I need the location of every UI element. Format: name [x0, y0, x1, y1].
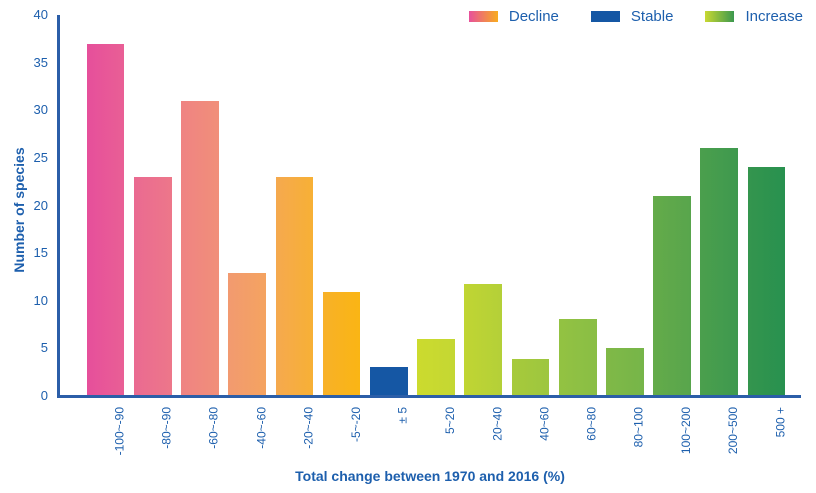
x-tick-column: 100~200 [648, 402, 695, 466]
y-tick-label: 10 [33, 292, 48, 308]
bar-increase-100~200 [653, 195, 691, 395]
y-tick-label: 25 [33, 149, 48, 165]
y-tick-label: 20 [33, 197, 48, 213]
bar-decline--5~-20 [322, 292, 361, 395]
x-tick-label: 60~80 [584, 407, 599, 441]
x-tick-label: 40~60 [537, 407, 552, 441]
y-tick-label: 40 [33, 7, 48, 22]
x-tick-column: 5~20 [412, 402, 459, 466]
y-tick-label: 0 [40, 388, 48, 403]
bar-column [648, 15, 695, 395]
bar-increase-40~60 [511, 358, 550, 395]
y-tick-label: 5 [40, 340, 48, 356]
x-tick-column: 80~100 [601, 402, 648, 466]
x-tick-label: ± 5 [395, 407, 410, 424]
x-labels-layer: -100~-90 -80~-90 -60~-80 -40~-60 -20~-40 -5~-… [60, 402, 800, 466]
bar-increase-80~100 [605, 348, 644, 395]
bar-increase-60~80 [558, 319, 597, 395]
bar-stable-± 5 [369, 367, 408, 395]
x-tick-column: 20~40 [460, 402, 507, 466]
x-tick-column: 200~500 [696, 402, 743, 466]
bar-increase-200~500 [700, 148, 739, 395]
x-tick-column: -80~-90 [129, 402, 176, 466]
bar-increase-20~40 [464, 283, 503, 395]
x-tick-column: -20~-40 [271, 402, 318, 466]
bar-column [318, 15, 365, 395]
bar-column [554, 15, 601, 395]
legend-item-increase: Increase [705, 8, 803, 25]
bar-column [601, 15, 648, 395]
legend-item-decline: Decline [468, 8, 559, 25]
bar-decline--80~-90 [133, 176, 172, 395]
x-tick-label: 500 + [773, 407, 788, 438]
x-tick-label: -80~-90 [159, 407, 174, 449]
y-tick-label: 35 [33, 54, 48, 70]
bar-decline--100~-90 [86, 43, 125, 395]
x-tick-label: -20~-40 [301, 407, 316, 449]
x-tick-column: -60~-80 [176, 402, 223, 466]
x-axis-title: Total change between 1970 and 2016 (%) [295, 468, 565, 484]
x-tick-column: -40~-60 [224, 402, 271, 466]
bar-increase-5~20 [417, 338, 455, 395]
bar-decline--40~-60 [228, 273, 267, 395]
x-tick-label: 80~100 [631, 407, 646, 448]
legend-label: Stable [630, 8, 674, 25]
legend-swatch-icon [468, 11, 498, 22]
bar-column [129, 15, 176, 395]
legend-item-stable: Stable [590, 8, 674, 25]
x-tick-column: 500 + [743, 402, 790, 466]
bar-column [365, 15, 412, 395]
y-tick-label: 15 [33, 245, 48, 261]
x-tick-label: -40~-60 [254, 407, 269, 449]
bar-column [412, 15, 459, 395]
bar-decline--20~-40 [275, 177, 314, 395]
bar-column [743, 15, 790, 395]
x-tick-column: 40~60 [507, 402, 554, 466]
bar-column [507, 15, 554, 395]
bar-column [224, 15, 271, 395]
x-tick-label: 100~200 [679, 407, 694, 455]
x-tick-label: 200~500 [726, 407, 741, 455]
bars-layer [60, 15, 800, 395]
x-axis-line [57, 395, 801, 398]
x-tick-column: ± 5 [365, 402, 412, 466]
bar-column [176, 15, 223, 395]
legend-label: Decline [508, 8, 559, 25]
legend-swatch-icon [590, 11, 620, 22]
x-tick-column: -5~-20 [318, 402, 365, 466]
x-tick-column: 60~80 [554, 402, 601, 466]
x-tick-label: -5~-20 [348, 407, 363, 443]
x-tick-label: -100~-90 [112, 407, 127, 456]
legend-swatch-icon [705, 11, 735, 22]
x-tick-label: 20~40 [490, 407, 505, 441]
chart-legend: Decline Stable Increase [468, 8, 803, 25]
bar-column [460, 15, 507, 395]
x-tick-column: -100~-90 [82, 402, 129, 466]
bar-column [696, 15, 743, 395]
legend-label: Increase [745, 8, 803, 25]
bar-decline--60~-80 [181, 100, 219, 395]
bar-increase-500 + [747, 167, 786, 395]
bar-column [82, 15, 129, 395]
x-tick-label: 5~20 [443, 407, 458, 435]
bar-column [271, 15, 318, 395]
x-tick-label: -60~-80 [207, 407, 222, 449]
y-axis-line [57, 15, 60, 396]
y-tick-label: 30 [33, 102, 48, 118]
